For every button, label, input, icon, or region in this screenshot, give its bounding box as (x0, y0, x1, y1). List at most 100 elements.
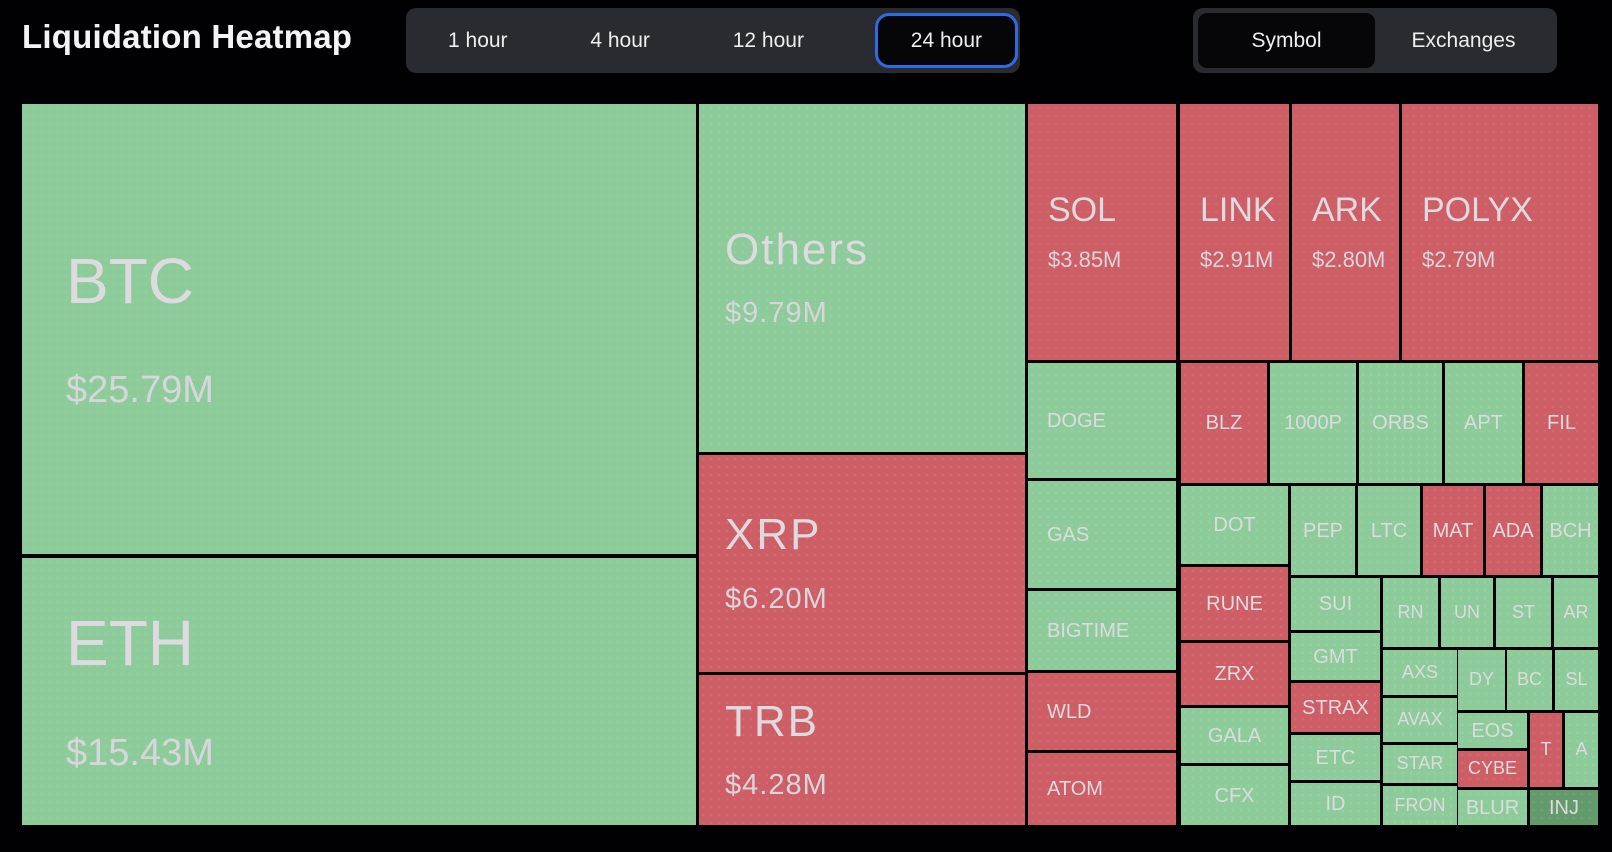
treemap-block-gas[interactable]: GAS (1028, 481, 1176, 588)
treemap-block-un[interactable]: UN (1441, 578, 1493, 647)
treemap-block-t[interactable]: T (1530, 713, 1562, 787)
treemap-block-zrx[interactable]: ZRX (1181, 643, 1288, 705)
treemap-block-ark[interactable]: ARK $2.80M (1292, 104, 1399, 360)
treemap-block-fil[interactable]: FIL (1525, 363, 1598, 483)
block-symbol: DOGE (1047, 409, 1106, 432)
time-tab-1-hour[interactable]: 1 hour (448, 28, 508, 52)
treemap-block-orbs[interactable]: ORBS (1359, 363, 1442, 483)
treemap-block-pep[interactable]: PEP (1291, 486, 1355, 575)
block-symbol: TRB (725, 696, 819, 746)
time-tab-24-hour[interactable]: 24 hour (874, 13, 1018, 68)
treemap-block-others[interactable]: Others $9.79M (699, 104, 1025, 452)
view-tab-exchanges[interactable]: Exchanges (1411, 28, 1516, 52)
block-value: $3.85M (1048, 246, 1122, 272)
block-symbol: ATOM (1047, 778, 1103, 800)
block-value: $25.79M (66, 369, 214, 412)
block-symbol: RUNE (1206, 592, 1263, 615)
treemap-block-trb[interactable]: TRB $4.28M (699, 675, 1025, 825)
treemap-block-ltc[interactable]: LTC (1358, 486, 1420, 575)
block-symbol: AR (1563, 601, 1589, 622)
treemap-block-bch[interactable]: BCH (1543, 486, 1598, 575)
treemap-block-xrp[interactable]: XRP $6.20M (699, 455, 1025, 672)
treemap-block-etc[interactable]: ETC (1291, 735, 1380, 780)
block-symbol: SUI (1318, 593, 1353, 615)
block-value: $2.91M (1200, 246, 1274, 272)
block-symbol: DY (1468, 669, 1494, 690)
treemap-block-rn[interactable]: RN (1383, 578, 1438, 647)
treemap-block-1000p[interactable]: 1000P (1270, 363, 1356, 483)
block-symbol: ETH (66, 607, 194, 680)
block-symbol: BLUR (1465, 796, 1520, 819)
treemap-block-ada[interactable]: ADA (1486, 486, 1540, 575)
block-value: $15.43M (66, 731, 214, 774)
block-symbol: EOS (1471, 719, 1514, 742)
treemap-block-blz[interactable]: BLZ (1181, 363, 1267, 483)
block-symbol: UN (1454, 601, 1480, 622)
treemap-block-id[interactable]: ID (1291, 783, 1380, 825)
treemap-block-avax[interactable]: AVAX (1383, 698, 1457, 742)
time-tab-12-hour[interactable]: 12 hour (732, 28, 804, 52)
treemap-block-polyx[interactable]: POLYX $2.79M (1402, 104, 1598, 360)
time-tab-4-hour[interactable]: 4 hour (590, 28, 650, 52)
treemap-block-btc[interactable]: BTC $25.79M (22, 104, 696, 554)
block-symbol: FIL (1547, 412, 1576, 434)
block-symbol: ID (1325, 793, 1346, 815)
block-symbol: SL (1565, 669, 1588, 690)
block-value: $4.28M (725, 769, 828, 802)
block-symbol: WLD (1047, 700, 1092, 723)
treemap-block-atom[interactable]: ATOM (1028, 753, 1176, 825)
view-toggle: Symbol Exchanges (1193, 8, 1557, 73)
block-symbol: CYBE (1467, 758, 1518, 779)
treemap-block-gala[interactable]: GALA (1181, 708, 1288, 763)
block-symbol: MAT (1432, 519, 1474, 542)
treemap-block-strax[interactable]: STRAX (1291, 683, 1380, 732)
time-range-tabs: 1 hour 4 hour 12 hour 24 hour (406, 8, 1020, 73)
treemap-block-gmt[interactable]: GMT (1291, 633, 1380, 680)
treemap-block-blur[interactable]: BLUR (1458, 790, 1527, 825)
block-symbol: BLZ (1205, 412, 1243, 434)
block-symbol: T (1540, 739, 1552, 760)
block-symbol: RN (1397, 601, 1424, 622)
treemap-block-bc[interactable]: BC (1507, 650, 1552, 710)
treemap-block-inj[interactable]: INJ (1530, 790, 1598, 825)
block-symbol: ZRX (1214, 663, 1255, 685)
treemap-block-dot[interactable]: DOT (1181, 486, 1288, 564)
treemap-block-fron[interactable]: FRON (1383, 786, 1457, 825)
block-value: $2.79M (1422, 246, 1496, 272)
block-symbol: STRAX (1302, 696, 1369, 719)
treemap-block-a[interactable]: A (1565, 713, 1598, 787)
block-symbol: STAR (1396, 753, 1444, 774)
treemap-block-apt[interactable]: APT (1445, 363, 1522, 483)
treemap-block-doge[interactable]: DOGE (1028, 363, 1176, 478)
treemap-block-cfx[interactable]: CFX (1181, 766, 1288, 825)
block-value: $2.80M (1312, 246, 1386, 272)
treemap-block-st[interactable]: ST (1496, 578, 1551, 647)
treemap-block-axs[interactable]: AXS (1383, 650, 1457, 695)
treemap-block-rune[interactable]: RUNE (1181, 567, 1288, 640)
treemap-block-eth[interactable]: ETH $15.43M (22, 558, 696, 825)
treemap-block-sol[interactable]: SOL $3.85M (1028, 104, 1176, 360)
block-symbol: GMT (1313, 645, 1358, 668)
treemap-block-star[interactable]: STAR (1383, 745, 1457, 783)
block-symbol: POLYX (1422, 191, 1533, 230)
block-symbol: AXS (1401, 661, 1439, 682)
view-tab-symbol[interactable]: Symbol (1198, 13, 1375, 68)
treemap-block-dy[interactable]: DY (1458, 650, 1505, 710)
treemap-block-ar[interactable]: AR (1554, 578, 1598, 647)
treemap-block-bigtime[interactable]: BIGTIME (1028, 591, 1176, 670)
block-symbol: BIGTIME (1047, 619, 1130, 642)
treemap-block-eos[interactable]: EOS (1458, 713, 1527, 748)
treemap-block-link[interactable]: LINK $2.91M (1180, 104, 1289, 360)
treemap-block-mat[interactable]: MAT (1423, 486, 1483, 575)
block-symbol: SOL (1048, 191, 1117, 230)
block-symbol: INJ (1549, 796, 1579, 819)
treemap-block-wld[interactable]: WLD (1028, 673, 1176, 750)
treemap-block-sui[interactable]: SUI (1291, 578, 1380, 630)
block-symbol: LTC (1370, 519, 1408, 542)
block-symbol: XRP (725, 510, 822, 560)
treemap-block-sl[interactable]: SL (1555, 650, 1598, 710)
block-symbol: BTC (66, 244, 194, 317)
block-symbol: BCH (1549, 519, 1592, 542)
treemap-block-cybe[interactable]: CYBE (1458, 751, 1527, 787)
